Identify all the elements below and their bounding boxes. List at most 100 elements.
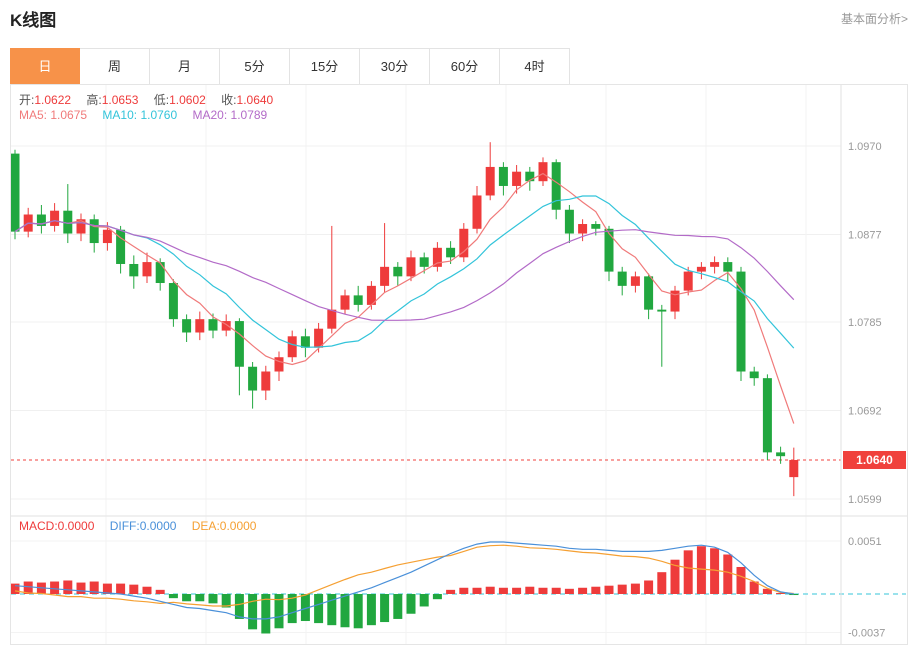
tab-month[interactable]: 月	[150, 48, 220, 85]
macd-bar	[353, 594, 363, 629]
macd-histogram-layer	[11, 546, 799, 634]
macd-bar	[287, 594, 297, 624]
macd-bar	[789, 594, 799, 596]
macd-bar	[380, 594, 390, 623]
ma20-value: 1.0789	[230, 108, 268, 122]
candle-body	[380, 266, 390, 286]
tab-60min[interactable]: 60分	[430, 48, 500, 85]
candle-body	[512, 171, 522, 186]
macd-bar	[485, 586, 495, 594]
price-tick-label: 1.0599	[848, 494, 882, 506]
ma20-label: MA20:	[192, 108, 228, 122]
tab-week[interactable]: 周	[80, 48, 150, 85]
candle-body	[776, 452, 786, 457]
ma10-label: MA10:	[102, 108, 138, 122]
dea-line	[14, 544, 794, 607]
macd-bar	[419, 594, 429, 607]
fundamental-analysis-link[interactable]: 基本面分析>	[840, 12, 908, 26]
low-label: 低:	[153, 93, 170, 107]
candle-body	[736, 271, 746, 372]
candle-body	[327, 309, 337, 329]
macd-bar	[525, 586, 535, 594]
macd-bar	[710, 548, 720, 594]
kline-chart[interactable]: 1.0970 1.0877 1.0785 1.0692 1.0599 0.0051 -0.0…	[11, 85, 907, 644]
ma20-line	[14, 220, 795, 321]
candle-body	[498, 166, 508, 186]
candle-body	[393, 266, 403, 277]
price-tick-label: 1.0692	[848, 406, 882, 418]
ma-lines-layer	[14, 172, 795, 424]
ohlc-legend: 开:1.0622 高:1.0653 低:1.0602 收:1.0640	[19, 91, 285, 108]
candle-body	[551, 162, 561, 210]
candle-body	[353, 295, 363, 305]
macd-bar	[142, 586, 152, 594]
candle-body	[406, 257, 416, 277]
candle-body	[116, 229, 126, 264]
diff-line	[14, 541, 794, 620]
axis-labels-layer: 1.0970 1.0877 1.0785 1.0692 1.0599 0.0051 -0.0…	[848, 141, 885, 639]
macd-bar	[564, 588, 574, 594]
candle-body	[683, 271, 693, 291]
macd-bar	[683, 550, 693, 594]
ma5-value: 1.0675	[50, 108, 88, 122]
macd-bar	[578, 587, 588, 594]
macd-bar	[591, 586, 601, 594]
macd-bar	[155, 589, 165, 594]
macd-bar	[366, 594, 376, 626]
diff-value: 0.0000	[139, 519, 177, 533]
candle-body	[644, 276, 654, 310]
macd-bar	[195, 594, 205, 602]
candle-body	[432, 247, 442, 267]
candle-body	[459, 228, 469, 258]
macd-value: 0.0000	[57, 519, 95, 533]
candle-body	[182, 319, 192, 333]
last-price-tag-value: 1.0640	[856, 453, 893, 467]
candle-body	[591, 224, 601, 229]
last-price-tag	[843, 450, 906, 469]
macd-bar	[657, 572, 667, 594]
macd-bar	[274, 594, 284, 629]
candle-body	[525, 171, 535, 182]
macd-bar	[551, 587, 561, 594]
candle-body	[762, 378, 772, 453]
candle-body	[617, 271, 627, 286]
candle-body	[129, 263, 139, 277]
candle-body	[155, 262, 165, 284]
tab-day[interactable]: 日	[10, 48, 80, 85]
candle-body	[287, 336, 297, 358]
macd-bar	[50, 581, 60, 594]
candle-body	[630, 276, 640, 286]
macd-bar	[129, 584, 139, 594]
candle-body	[248, 366, 258, 391]
macd-bar	[446, 589, 456, 594]
candle-body	[102, 229, 112, 244]
close-label: 收:	[221, 93, 237, 107]
candle-body	[36, 214, 46, 226]
macd-bar	[736, 566, 746, 594]
page-title: K线图	[10, 11, 57, 30]
macd-bar	[11, 583, 20, 594]
candle-body	[221, 321, 231, 331]
price-tick-label: 1.0970	[848, 141, 882, 153]
candle-body	[472, 195, 482, 229]
candle-body	[446, 247, 456, 258]
low-value: 1.0602	[169, 93, 206, 107]
macd-bar	[670, 559, 680, 594]
page-header: K线图 基本面分析>	[10, 6, 908, 36]
macd-bar	[459, 587, 469, 594]
candle-body	[485, 166, 495, 196]
macd-bar	[432, 594, 442, 600]
macd-bar	[762, 588, 772, 594]
macd-bar	[23, 581, 33, 594]
tab-30min[interactable]: 30分	[360, 48, 430, 85]
price-tick-label: 1.0877	[848, 229, 882, 241]
interval-tabs: 日 周 月 5分 15分 30分 60分 4时	[10, 48, 570, 85]
macd-bar	[406, 594, 416, 614]
ma-legend: MA5: 1.0675 MA10: 1.0760 MA20: 1.0789	[19, 108, 279, 122]
open-value: 1.0622	[34, 93, 72, 107]
tab-5min[interactable]: 5分	[220, 48, 290, 85]
tab-4hour[interactable]: 4时	[500, 48, 570, 85]
tab-15min[interactable]: 15分	[290, 48, 360, 85]
macd-bar	[538, 587, 548, 594]
macd-bar	[498, 587, 508, 594]
